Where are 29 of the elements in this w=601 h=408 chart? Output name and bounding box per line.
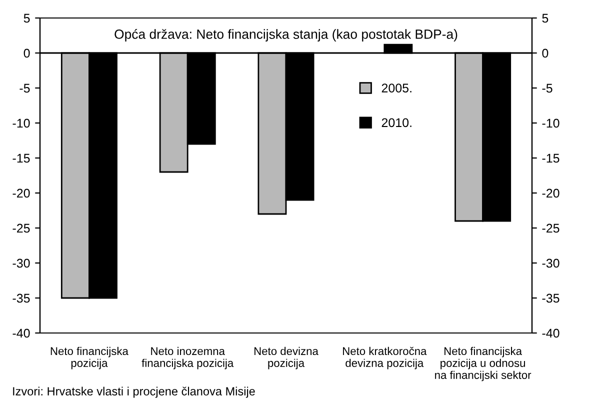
y2-tick-label: 0 <box>542 48 548 58</box>
text: Izvori: Hrvatske vlasti i procjene članova Misije <box>13 386 255 398</box>
y-tick-label: -20 <box>12 188 30 198</box>
y-tick-label: -35 <box>12 294 30 303</box>
y2-tick-label: -40 <box>542 328 560 338</box>
y-tick-label: -10 <box>12 118 30 128</box>
y-tick-label: 0 <box>24 48 30 58</box>
y-tick-label: -40 <box>12 328 30 338</box>
y2-tick-label: -35 <box>542 294 560 303</box>
y-tick-label: -5 <box>20 84 30 93</box>
x-tick-label: Neto financijska pozicija <box>50 346 128 370</box>
x-tick-label: Neto kratkoročna devizna pozicija <box>343 346 427 370</box>
y2-tick-label: -15 <box>542 154 560 163</box>
y2-tick-label: -10 <box>542 118 560 128</box>
y-tick-label: -30 <box>12 258 30 268</box>
legend-label: 2010. <box>382 118 412 128</box>
y2-tick-label: 5 <box>542 14 548 23</box>
y-tick-label: 5 <box>24 14 30 23</box>
y-tick-label: -25 <box>12 224 30 233</box>
y2-tick-label: -30 <box>542 258 560 268</box>
text: Opća država: Neto financijska stanja (kao postotak BDP-a) <box>114 29 458 42</box>
y-tick-label: -15 <box>12 154 30 163</box>
y2-tick-label: -25 <box>542 224 560 233</box>
x-tick-label: Neto inozemna financijska pozicija <box>142 346 234 370</box>
y2-tick-label: -5 <box>542 84 552 93</box>
x-tick-label: Neto financijska pozicija u odnosu na financijski sektor <box>435 346 532 382</box>
y2-tick-label: -20 <box>542 188 560 198</box>
x-tick-label: Neto devizna pozicija <box>254 346 318 370</box>
legend-label: 2005. <box>382 84 412 92</box>
